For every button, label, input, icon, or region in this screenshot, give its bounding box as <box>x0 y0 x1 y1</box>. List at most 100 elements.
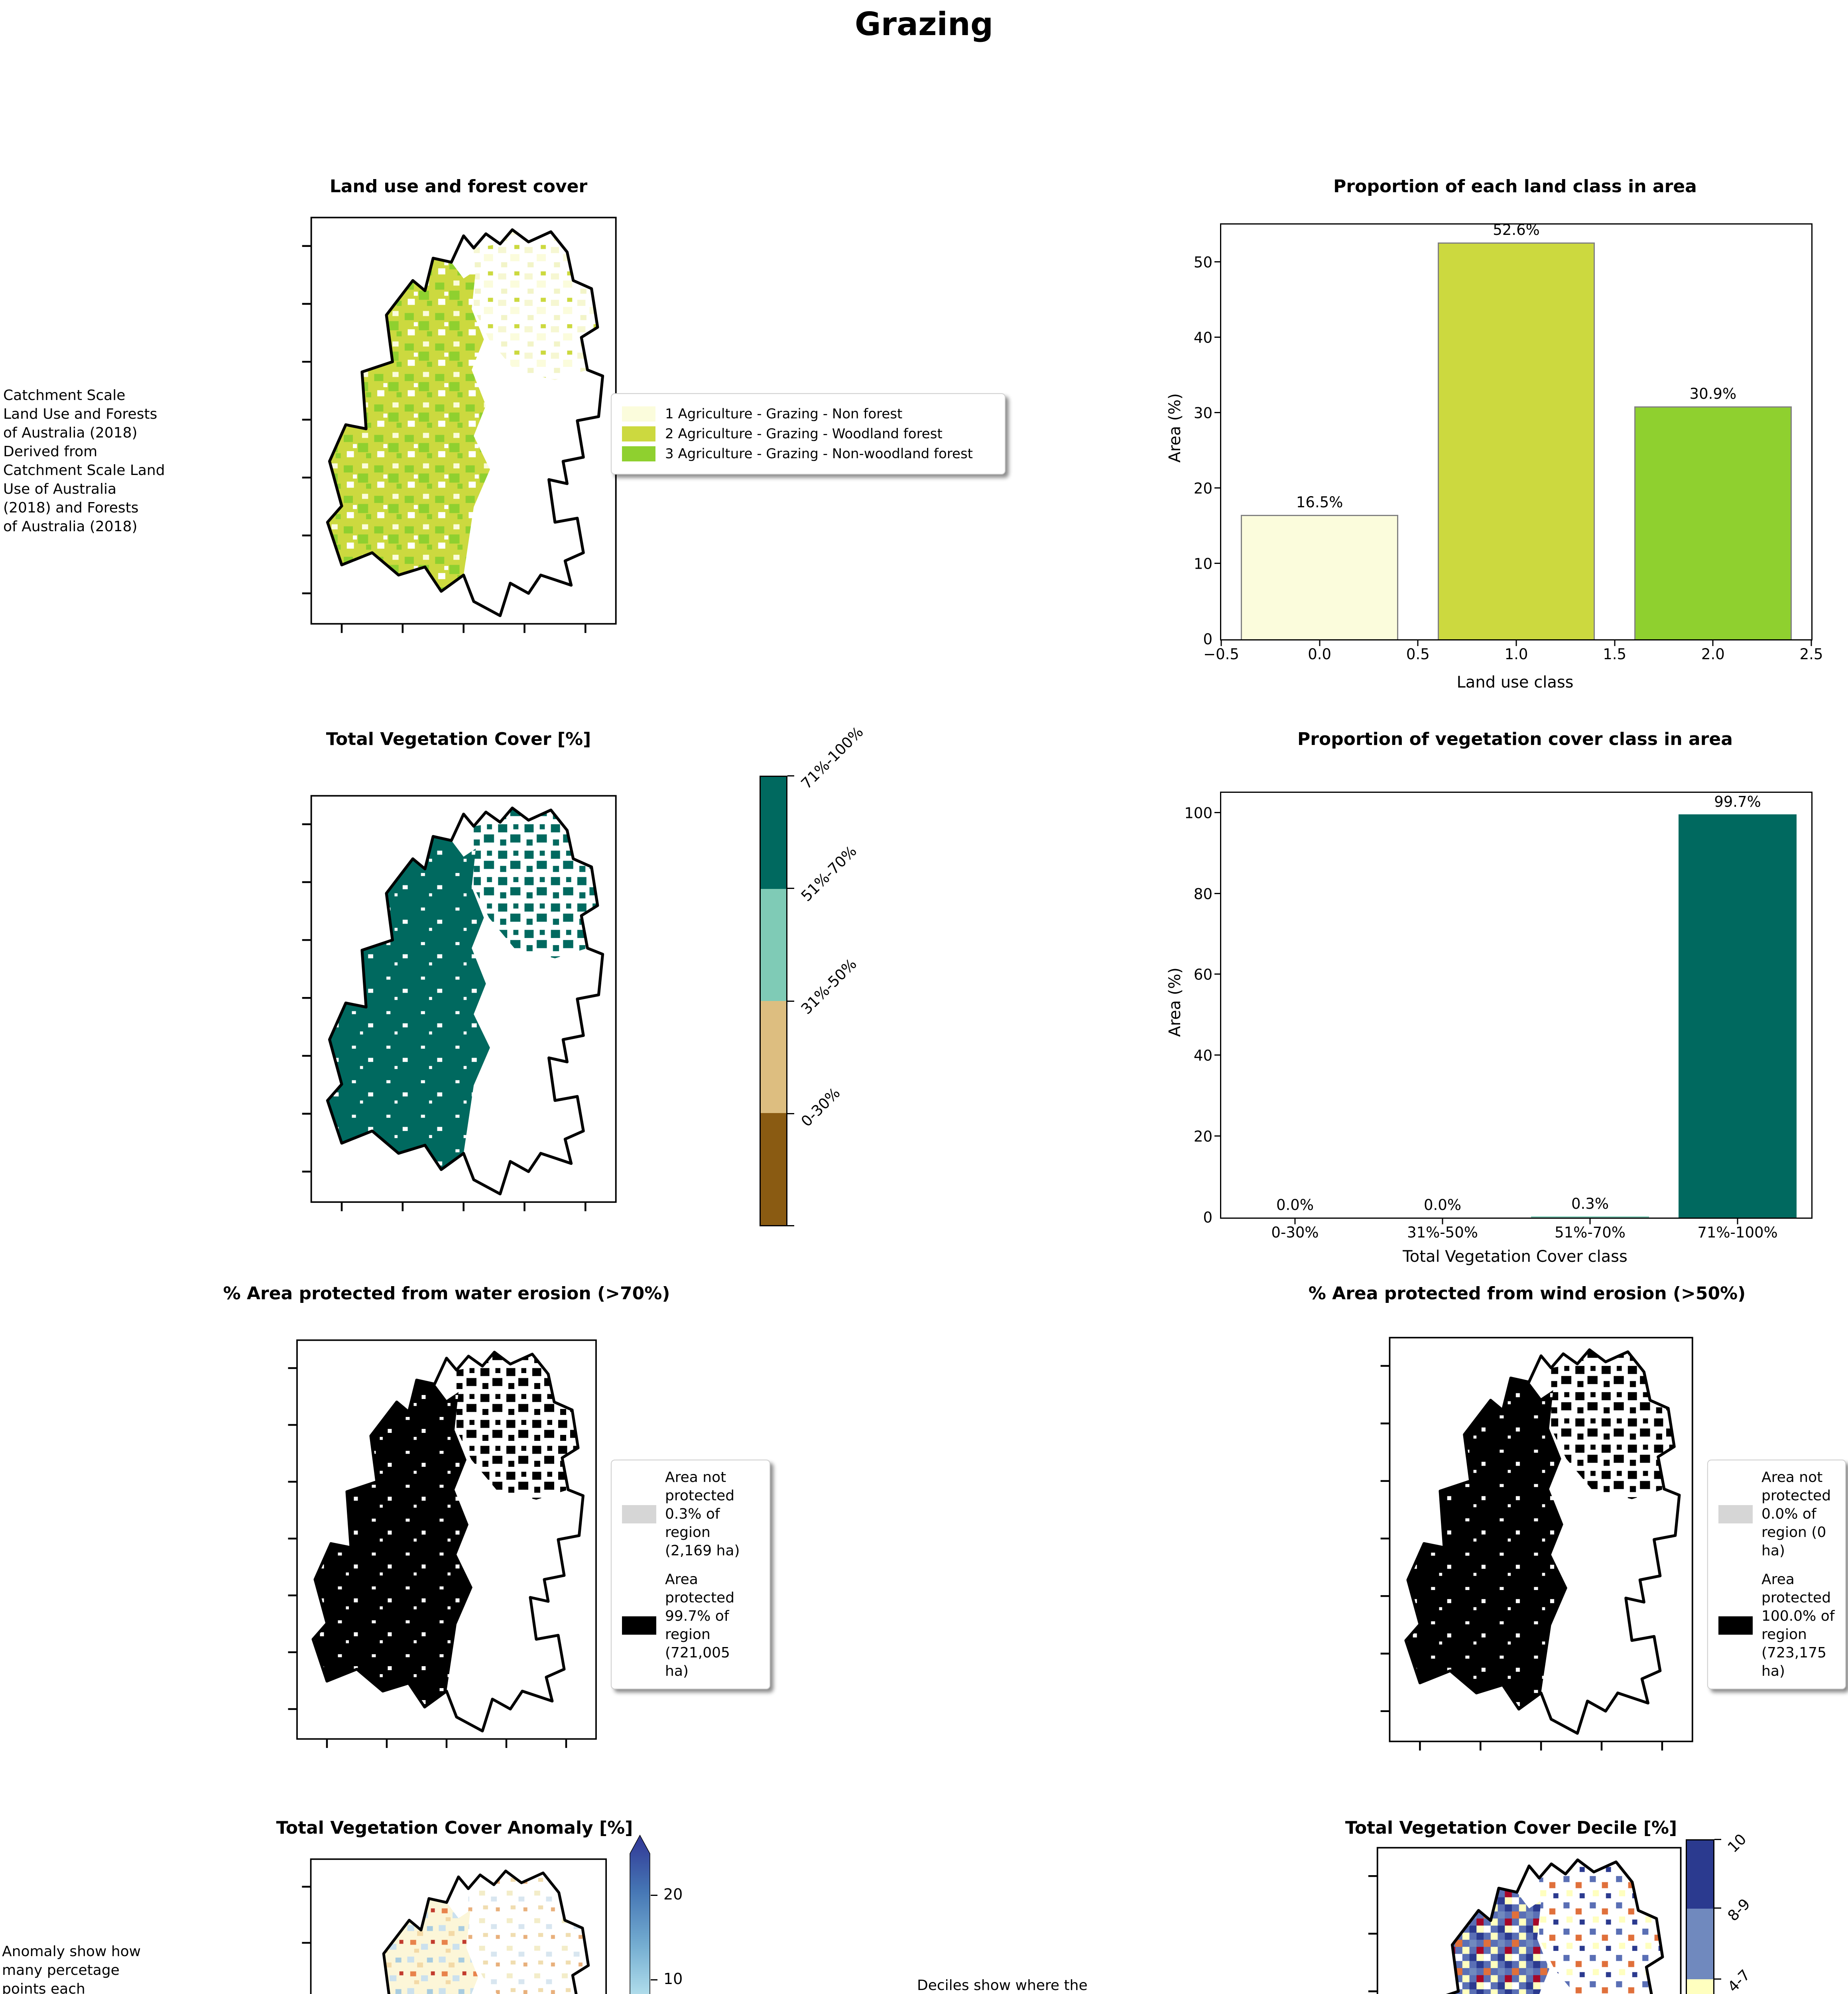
ytick-mark <box>1214 893 1221 894</box>
colorbar-tick <box>1714 1839 1721 1840</box>
ytick-mark <box>1214 973 1221 975</box>
ytick: 100 <box>1184 804 1212 822</box>
xtick-mark <box>1417 639 1419 646</box>
xtick: 2.5 <box>1799 646 1823 663</box>
xtick-mark <box>1220 639 1222 646</box>
chart-vegclass-title: Proportion of vegetation cover class in … <box>1297 729 1733 749</box>
wind-legend: Area not protected 0.0% of region (0 ha)… <box>1707 1460 1846 1689</box>
legend-item: Area protected 99.7% of region (721,005 … <box>622 1570 759 1681</box>
legend-swatch-woodland <box>622 426 655 441</box>
xtick-mark <box>1294 1218 1296 1224</box>
map-landuse-title: Land use and forest cover <box>329 176 588 197</box>
ytick: 40 <box>1193 329 1212 347</box>
legend-item: Area not protected 0.0% of region (0 ha) <box>1718 1468 1835 1560</box>
xtick: 0.0 <box>1308 646 1332 663</box>
map-wind-title: % Area protected from wind erosion (>50%… <box>1308 1283 1746 1304</box>
map-vegcover-canvas <box>297 795 617 1220</box>
bar-71-100 <box>1679 814 1797 1218</box>
ytick: 10 <box>1193 555 1212 573</box>
colorbar-label: 31%-50% <box>797 955 860 1018</box>
ytick: 40 <box>1193 1047 1212 1064</box>
map-vegcover-title: Total Vegetation Cover [%] <box>326 729 591 749</box>
map-wind-erosion <box>1376 1323 1698 1762</box>
map-decile-canvas <box>1354 1847 1682 1994</box>
map-landuse-canvas <box>297 217 617 642</box>
anomaly-tick-20: 20 <box>663 1886 683 1903</box>
swatch-not-protected <box>622 1505 656 1523</box>
map-anomaly <box>297 1842 612 1994</box>
bar-value-label: 52.6% <box>1493 221 1540 239</box>
colorbar-tick <box>651 1895 657 1896</box>
ytick-mark <box>1214 336 1221 338</box>
bar-51-70 <box>1531 1216 1649 1218</box>
decile-label: 4-7 <box>1724 1966 1754 1994</box>
ytick-mark <box>1214 812 1221 813</box>
colorbar-tick <box>1714 1978 1721 1980</box>
chart-vegclass-xlabel: Total Vegetation Cover class <box>1403 1247 1628 1266</box>
xtick: 1.0 <box>1504 646 1528 663</box>
xtick-mark <box>1589 1218 1591 1224</box>
colorbar-tick <box>787 888 794 889</box>
colorbar-label: 0-30% <box>797 1084 844 1130</box>
xtick: 1.5 <box>1603 646 1627 663</box>
anomaly-description: Anomaly show how many percetage points e… <box>2 1943 141 1994</box>
xtick: 51%-70% <box>1555 1224 1626 1241</box>
xtick-mark <box>1614 639 1616 646</box>
xtick: 31%-50% <box>1407 1224 1478 1241</box>
xtick: 0-30% <box>1271 1224 1319 1241</box>
landuse-legend: 1 Agriculture - Grazing - Non forest 2 A… <box>611 393 1006 475</box>
legend-item: Area protected 100.0% of region (723,175… <box>1718 1570 1835 1681</box>
map-anomaly-title: Total Vegetation Cover Anomaly [%] <box>276 1818 633 1838</box>
xtick-mark <box>1515 639 1517 646</box>
map-vegcover <box>297 784 622 1220</box>
chart-landclass-axes: 16.5% 52.6% 30.9% 0 10 20 30 40 50 −0.5 … <box>1194 221 1823 663</box>
colorbar-tick <box>787 1225 794 1226</box>
anomaly-tick-10: 10 <box>663 1970 683 1988</box>
decile-seg-10 <box>1687 1840 1713 1909</box>
bar-value-label: 0.0% <box>1276 1196 1314 1214</box>
legend-text: Area not protected 0.0% of region (0 ha) <box>1761 1469 1831 1559</box>
chart-landclass-title: Proportion of each land class in area <box>1333 176 1697 197</box>
xtick-mark <box>1442 1218 1443 1224</box>
colorbar-seg-31-50 <box>761 1001 786 1113</box>
map-water-erosion <box>283 1323 602 1762</box>
xtick: 71%-100% <box>1697 1224 1778 1241</box>
map-water-title: % Area protected from water erosion (>70… <box>223 1283 670 1304</box>
legend-label: 1 Agriculture - Grazing - Non forest <box>665 406 903 422</box>
bar-value-label: 30.9% <box>1689 385 1737 402</box>
colorbar-tick <box>787 775 794 776</box>
decile-seg-8-9 <box>1687 1909 1713 1980</box>
bar-value-label: 16.5% <box>1296 494 1343 511</box>
swatch-protected <box>622 1616 656 1635</box>
colorbar-seg-51-70 <box>761 889 786 1001</box>
landuse-description: Catchment Scale Land Use and Forests of … <box>3 387 165 535</box>
anomaly-colorbar <box>629 1834 651 1994</box>
ytick: 0 <box>1203 1209 1212 1226</box>
xtick: 2.0 <box>1701 646 1725 663</box>
swatch-not-protected <box>1718 1505 1753 1523</box>
legend-item: 2 Agriculture - Grazing - Woodland fores… <box>622 426 994 442</box>
xtick-mark <box>1319 639 1321 646</box>
map-decile-title: Total Vegetation Cover Decile [%] <box>1345 1818 1677 1838</box>
ytick-mark <box>1214 261 1221 262</box>
map-anomaly-canvas <box>297 1858 607 1994</box>
colorbar-seg-71-100 <box>761 777 786 889</box>
legend-item: Area not protected 0.3% of region (2,169… <box>622 1468 759 1560</box>
chart-vegclass-ylabel: Area (%) <box>1165 967 1184 1037</box>
xtick-mark <box>1811 639 1812 646</box>
ytick-mark <box>1214 1054 1221 1056</box>
ytick: 30 <box>1193 404 1212 422</box>
chart-vegclass-axes: 0.0% 0.0% 0.3% 99.7% 0 20 40 60 80 100 0… <box>1184 792 1813 1241</box>
ytick: 50 <box>1193 254 1212 271</box>
bar-value-label: 0.3% <box>1571 1195 1609 1212</box>
xtick-mark <box>1712 639 1714 646</box>
ytick: 80 <box>1193 885 1212 903</box>
ytick: 20 <box>1193 1128 1212 1145</box>
ytick-mark <box>1214 412 1221 413</box>
legend-item: 3 Agriculture - Grazing - Non-woodland f… <box>622 446 994 462</box>
legend-text: Area protected 100.0% of region (723,175… <box>1761 1571 1835 1679</box>
map-landuse <box>297 205 622 642</box>
colorbar-tick <box>787 1001 794 1002</box>
legend-label: 3 Agriculture - Grazing - Non-woodland f… <box>665 446 973 462</box>
